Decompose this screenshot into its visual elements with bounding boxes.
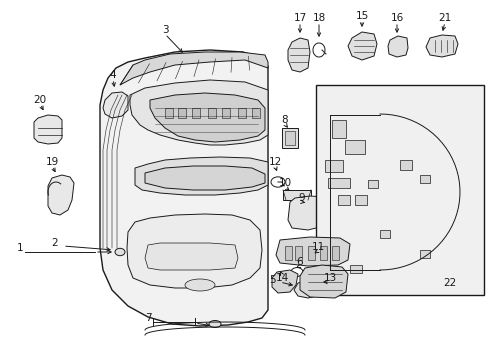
Polygon shape xyxy=(48,175,74,215)
Polygon shape xyxy=(347,32,376,60)
Bar xyxy=(178,108,185,118)
Bar xyxy=(367,180,377,188)
Bar xyxy=(222,108,229,118)
Polygon shape xyxy=(145,166,264,190)
Text: 16: 16 xyxy=(389,13,403,23)
Bar xyxy=(419,175,429,183)
Bar xyxy=(283,190,310,200)
Text: 19: 19 xyxy=(45,157,59,167)
Bar xyxy=(285,131,294,145)
Bar xyxy=(251,108,260,118)
Bar xyxy=(207,108,216,118)
Text: 11: 11 xyxy=(311,242,324,252)
Bar xyxy=(294,246,302,260)
Bar xyxy=(192,108,200,118)
Polygon shape xyxy=(299,265,347,298)
Text: 7: 7 xyxy=(144,313,151,323)
Polygon shape xyxy=(100,50,267,326)
Text: 5: 5 xyxy=(268,275,275,285)
Text: 4: 4 xyxy=(109,70,116,80)
Polygon shape xyxy=(103,92,128,118)
Polygon shape xyxy=(135,157,267,195)
Bar xyxy=(238,108,245,118)
Polygon shape xyxy=(425,35,457,57)
Bar xyxy=(319,246,326,260)
Polygon shape xyxy=(145,243,238,270)
Text: 12: 12 xyxy=(268,157,281,167)
Polygon shape xyxy=(127,214,262,288)
Text: 13: 13 xyxy=(323,273,336,283)
Polygon shape xyxy=(293,280,325,298)
Bar xyxy=(282,128,297,148)
Circle shape xyxy=(115,248,125,256)
Polygon shape xyxy=(120,52,267,85)
Bar xyxy=(307,246,314,260)
Text: 15: 15 xyxy=(355,11,368,21)
Bar xyxy=(331,120,346,138)
Bar xyxy=(379,230,389,238)
Polygon shape xyxy=(271,270,297,293)
Bar xyxy=(419,250,429,258)
Bar xyxy=(399,160,411,170)
Ellipse shape xyxy=(208,320,221,328)
Polygon shape xyxy=(34,115,62,144)
Bar xyxy=(354,195,366,205)
Bar xyxy=(164,108,173,118)
Text: 20: 20 xyxy=(33,95,46,105)
Text: 1: 1 xyxy=(17,243,23,253)
Ellipse shape xyxy=(184,279,215,291)
Bar xyxy=(327,178,349,188)
Text: 9: 9 xyxy=(298,193,305,203)
Bar xyxy=(325,160,342,172)
Text: 3: 3 xyxy=(162,25,168,35)
Bar xyxy=(349,265,361,273)
Bar xyxy=(285,246,291,260)
Text: 17: 17 xyxy=(293,13,306,23)
Text: 10: 10 xyxy=(278,178,291,188)
Polygon shape xyxy=(130,80,267,145)
Bar xyxy=(345,140,364,154)
Text: 2: 2 xyxy=(52,238,58,248)
Bar xyxy=(331,246,338,260)
Text: 8: 8 xyxy=(281,115,288,125)
Text: 6: 6 xyxy=(296,257,303,267)
Polygon shape xyxy=(287,196,331,230)
Polygon shape xyxy=(275,237,349,266)
Polygon shape xyxy=(150,93,264,142)
Text: 14: 14 xyxy=(275,273,288,283)
Text: 18: 18 xyxy=(312,13,325,23)
Bar xyxy=(315,85,483,295)
Text: 22: 22 xyxy=(443,278,456,288)
Bar xyxy=(337,195,349,205)
Polygon shape xyxy=(287,38,309,72)
Text: 21: 21 xyxy=(437,13,451,23)
Polygon shape xyxy=(387,36,407,57)
